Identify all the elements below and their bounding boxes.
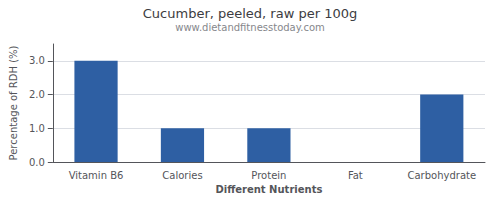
svg-text:Protein: Protein	[251, 170, 286, 181]
svg-text:www.dietandfitnesstoday.com: www.dietandfitnesstoday.com	[175, 22, 324, 33]
svg-text:0.0: 0.0	[29, 157, 45, 168]
svg-text:Percentage of RDH (%): Percentage of RDH (%)	[8, 45, 19, 160]
svg-text:Fat: Fat	[348, 170, 363, 181]
svg-text:Cucumber, peeled, raw per 100g: Cucumber, peeled, raw per 100g	[143, 6, 357, 21]
svg-text:Calories: Calories	[162, 170, 202, 181]
svg-text:3.0: 3.0	[29, 55, 45, 66]
svg-text:Carbohydrate: Carbohydrate	[407, 170, 476, 181]
svg-text:1.0: 1.0	[29, 123, 45, 134]
svg-text:Different Nutrients: Different Nutrients	[215, 184, 322, 195]
svg-text:2.0: 2.0	[29, 89, 45, 100]
svg-text:Vitamin B6: Vitamin B6	[69, 170, 124, 181]
